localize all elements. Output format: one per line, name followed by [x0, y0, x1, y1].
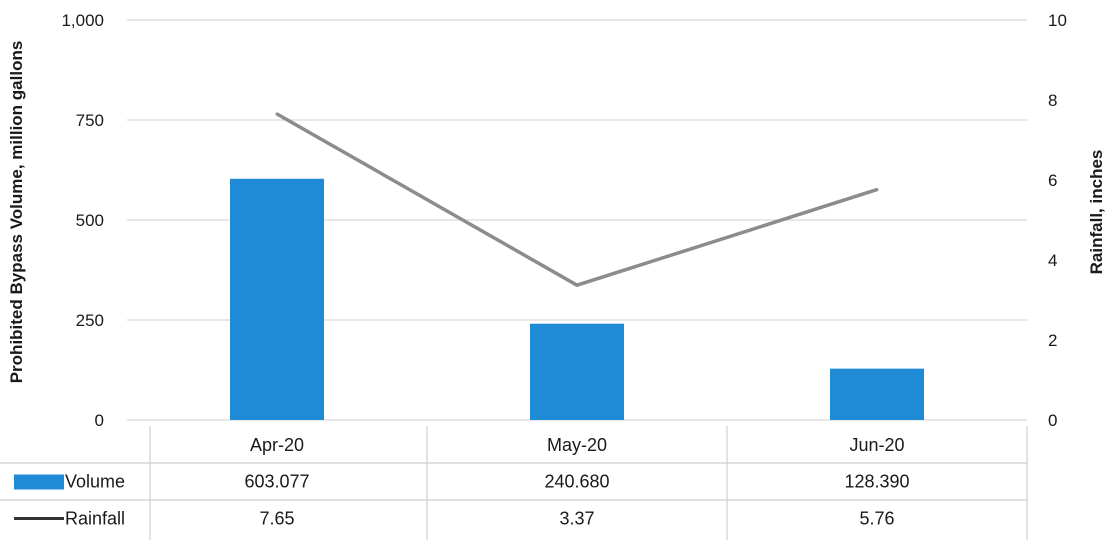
right-tick-label: 10	[1048, 11, 1067, 30]
rainfall-line	[276, 112, 878, 287]
legend-key-volume	[14, 474, 64, 490]
category-label: Apr-20	[250, 435, 304, 455]
table-value: 5.76	[859, 509, 894, 529]
rainfall-line-group	[275, 112, 879, 287]
series-name: Rainfall	[65, 509, 125, 529]
left-axis-ticks: 0 250 500 750 1,000	[61, 11, 104, 430]
left-tick-label: 0	[95, 411, 104, 430]
left-axis-title: Prohibited Bypass Volume, million gallon…	[7, 41, 26, 384]
right-tick-label: 8	[1048, 91, 1057, 110]
left-tick-label: 250	[76, 311, 104, 330]
left-tick-label: 750	[76, 111, 104, 130]
right-axis-ticks: 0 2 4 6 8 10	[1048, 11, 1067, 430]
right-tick-label: 0	[1048, 411, 1057, 430]
table-value: 128.390	[844, 472, 909, 492]
table-value: 240.680	[544, 472, 609, 492]
right-tick-label: 4	[1048, 251, 1057, 270]
table-value: 7.65	[259, 509, 294, 529]
right-tick-label: 2	[1048, 331, 1057, 350]
volume-bar	[530, 323, 624, 420]
category-label: Jun-20	[849, 435, 904, 455]
rainfall-point	[875, 188, 879, 192]
table-value: 603.077	[244, 472, 309, 492]
table-value: 3.37	[559, 509, 594, 529]
rainfall-point	[575, 283, 579, 287]
left-tick-label: 500	[76, 211, 104, 230]
right-tick-label: 6	[1048, 171, 1057, 190]
rainfall-point	[275, 112, 279, 116]
volume-bar	[830, 368, 924, 420]
series-name: Volume	[65, 472, 125, 492]
left-tick-label: 1,000	[61, 11, 104, 30]
category-label: May-20	[547, 435, 607, 455]
right-axis-title: Rainfall, inches	[1087, 150, 1106, 275]
volume-bar	[230, 178, 324, 420]
volume-bars	[230, 178, 924, 420]
data-table: Apr-20 May-20 Jun-20 Volume 603.077 240.680 12…	[0, 426, 1028, 540]
